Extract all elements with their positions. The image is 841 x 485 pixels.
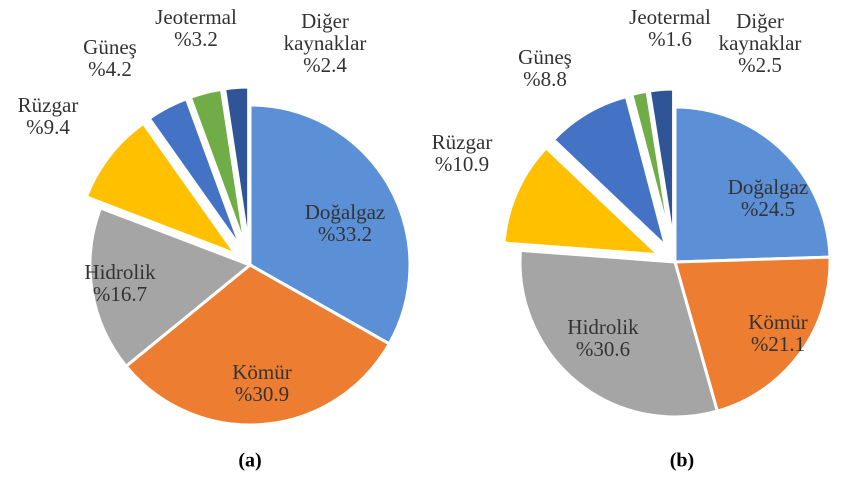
chart-title: (b): [670, 450, 694, 472]
pie-slice: [673, 255, 832, 413]
slice-label: Hidrolik: [84, 260, 156, 284]
slice-value: %24.5: [741, 197, 795, 221]
slice-label: Kömür: [748, 310, 808, 334]
pie-slice: [88, 206, 253, 369]
pie-slice: [123, 263, 392, 427]
slice-label: Rüzgar: [432, 130, 493, 154]
slice-value: %21.1: [751, 332, 805, 356]
pie-slice: [673, 105, 832, 264]
slice-value: %33.2: [318, 222, 372, 246]
slice-label: Diğer kaynaklar: [284, 9, 367, 55]
chart-title: (a): [238, 450, 261, 472]
pie-slice: [188, 87, 248, 249]
slice-value: %30.6: [576, 337, 630, 361]
pie-slice: [248, 103, 412, 346]
pie-slice: [147, 96, 244, 250]
pie-slice: [647, 87, 676, 245]
slice-label: Jeotermal: [155, 5, 237, 29]
slice-label: Güneş: [83, 35, 137, 59]
slice-value: %8.8: [523, 67, 567, 91]
pie-slice: [84, 121, 240, 258]
pie-slice: [518, 248, 720, 419]
slice-label: Diğer kaynaklar: [719, 9, 802, 55]
pie-slice: [222, 85, 251, 248]
slice-label: Hidrolik: [567, 315, 639, 339]
slice-value: %1.6: [648, 27, 692, 51]
slice-label: Kömür: [232, 360, 292, 384]
slice-value: %10.9: [435, 152, 489, 176]
slice-value: %2.4: [303, 53, 347, 77]
slice-label: Jeotermal: [629, 5, 711, 29]
slice-label: Rüzgar: [18, 93, 79, 117]
pie-slice: [551, 94, 669, 252]
pie-slice: [502, 145, 663, 257]
slice-value: %3.2: [174, 27, 218, 51]
slice-label: Doğalgaz: [728, 175, 808, 199]
slice-value: %16.7: [93, 282, 147, 306]
pie-slice: [629, 89, 673, 245]
slice-value: %2.5: [738, 53, 782, 77]
slice-value: %30.9: [235, 382, 289, 406]
slice-value: %9.4: [26, 115, 70, 139]
slice-value: %4.2: [88, 57, 132, 81]
slice-label: Doğalgaz: [305, 200, 385, 224]
slice-label: Güneş: [518, 45, 572, 69]
